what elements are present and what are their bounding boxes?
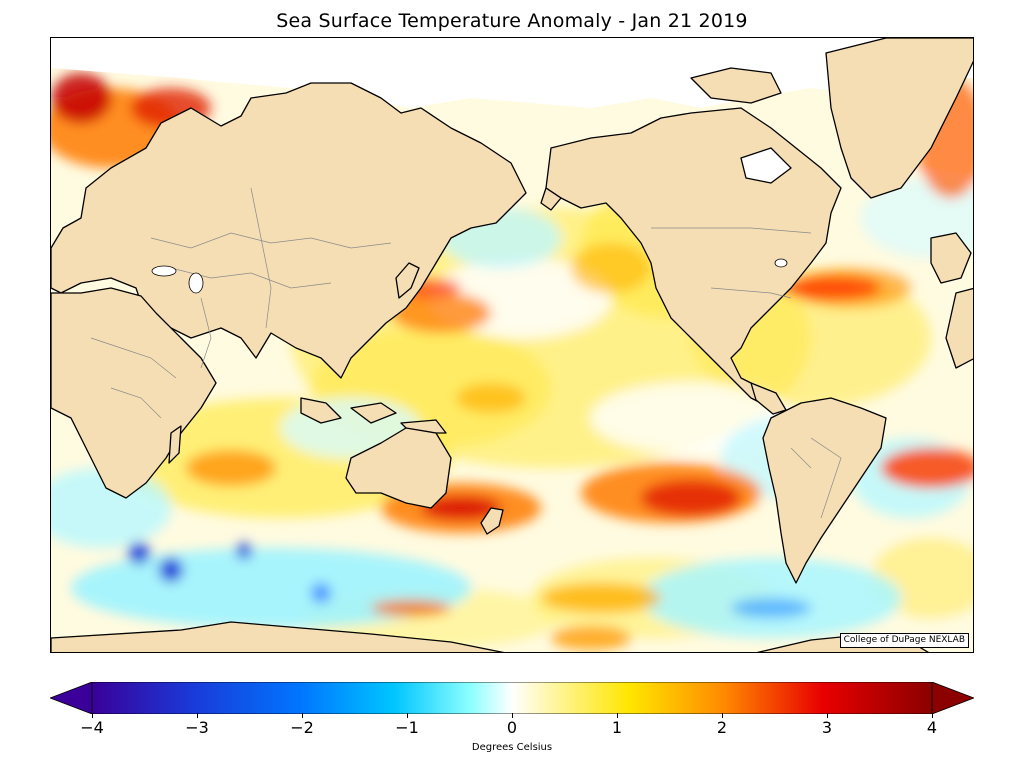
colorbar-tick-mark bbox=[197, 713, 198, 718]
colorbar-gradient bbox=[91, 682, 933, 714]
sst-anomaly-map[interactable]: College of DuPage NEXLAB bbox=[50, 37, 974, 653]
colorbar-tick-label: 0 bbox=[506, 718, 518, 737]
eurasia-landmass bbox=[51, 82, 527, 379]
south-america-landmass bbox=[762, 397, 887, 584]
lakes bbox=[151, 258, 788, 294]
colorbar-tick-label: −1 bbox=[395, 718, 419, 737]
greenland-landmass bbox=[825, 38, 973, 199]
colorbar-label: Degrees Celsius bbox=[471, 742, 553, 753]
colorbar-tick-mark bbox=[92, 713, 93, 718]
colorbar-tick-label: −3 bbox=[185, 718, 209, 737]
colorbar-tick-mark bbox=[302, 713, 303, 718]
colorbar-tick-mark bbox=[617, 713, 618, 718]
antarctica-landmass bbox=[51, 621, 505, 652]
colorbar-tick-label: −2 bbox=[290, 718, 314, 737]
africa-landmass bbox=[51, 287, 217, 499]
colorbar-tick-label: −4 bbox=[80, 718, 104, 737]
colorbar bbox=[50, 682, 974, 714]
colorbar-tick-label: 1 bbox=[611, 718, 623, 737]
colorbar-tick-mark bbox=[827, 713, 828, 718]
chart-title: Sea Surface Temperature Anomaly - Jan 21… bbox=[276, 10, 748, 32]
colorbar-tick-mark bbox=[932, 713, 933, 718]
colorbar-tick-label: 4 bbox=[926, 718, 938, 737]
colorbar-tick-label: 2 bbox=[716, 718, 728, 737]
colorbar-tick-label: 3 bbox=[821, 718, 833, 737]
australia-landmass bbox=[345, 427, 452, 509]
colorbar-tick-mark bbox=[407, 713, 408, 718]
ocean-anomaly-field bbox=[51, 38, 973, 652]
colorbar-tick-mark bbox=[722, 713, 723, 718]
colorbar-min-extend-triangle bbox=[50, 682, 93, 714]
credit-label: College of DuPage NEXLAB bbox=[839, 633, 969, 648]
north-america-landmass bbox=[545, 107, 842, 409]
political-borders bbox=[90, 187, 842, 519]
colorbar-max-extend-triangle bbox=[931, 682, 974, 714]
colorbar-tick-mark bbox=[512, 713, 513, 718]
